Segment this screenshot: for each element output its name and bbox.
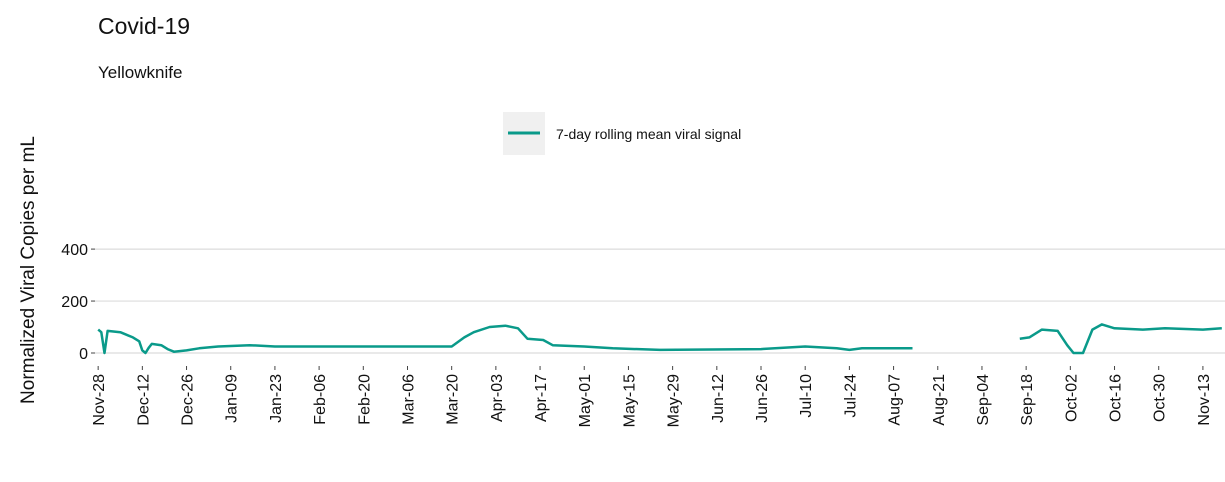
- chart-subtitle: Yellowknife: [98, 63, 182, 82]
- x-tick-label: Dec-12: [135, 374, 152, 426]
- y-tick-label: 0: [79, 346, 88, 363]
- x-tick-label: May-01: [577, 374, 594, 427]
- x-tick-label: Oct-02: [1063, 374, 1080, 422]
- chart-title: Covid-19: [98, 13, 190, 39]
- x-tick-label: Jul-24: [842, 374, 859, 418]
- x-tick-label: Jan-23: [268, 374, 285, 423]
- x-tick-label: Nov-13: [1196, 374, 1213, 426]
- data-line: [97, 323, 1222, 355]
- x-tick-label: Jun-12: [710, 374, 727, 423]
- legend-label: 7-day rolling mean viral signal: [556, 126, 741, 142]
- x-tick-label: Aug-21: [931, 374, 948, 426]
- x-tick-label: Mar-20: [445, 374, 462, 425]
- y-tick-label: 200: [61, 294, 88, 311]
- x-tick-label: Nov-28: [91, 374, 108, 426]
- x-tick-label: Mar-06: [400, 374, 417, 425]
- x-tick-label: Apr-03: [489, 374, 506, 422]
- x-tick-label: May-15: [621, 374, 638, 427]
- x-tick-label: Apr-17: [533, 374, 550, 422]
- x-tick-label: Jun-26: [754, 374, 771, 423]
- x-tick-label: Jul-10: [798, 374, 815, 418]
- x-tick-label: Jan-09: [224, 374, 241, 423]
- y-axis-label: Normalized Viral Copies per mL: [18, 136, 39, 404]
- x-tick-label: Feb-06: [312, 374, 329, 425]
- x-tick-label: Sep-18: [1019, 374, 1036, 426]
- x-tick-label: Oct-16: [1108, 374, 1125, 422]
- y-tick-label: 400: [61, 242, 88, 259]
- x-tick-label: Dec-26: [180, 374, 197, 426]
- x-tick-label: Aug-07: [887, 374, 904, 426]
- x-tick-label: May-29: [666, 374, 683, 427]
- x-tick-label: Feb-20: [356, 374, 373, 425]
- x-tick-label: Sep-04: [975, 374, 992, 426]
- x-tick-label: Oct-30: [1152, 374, 1169, 422]
